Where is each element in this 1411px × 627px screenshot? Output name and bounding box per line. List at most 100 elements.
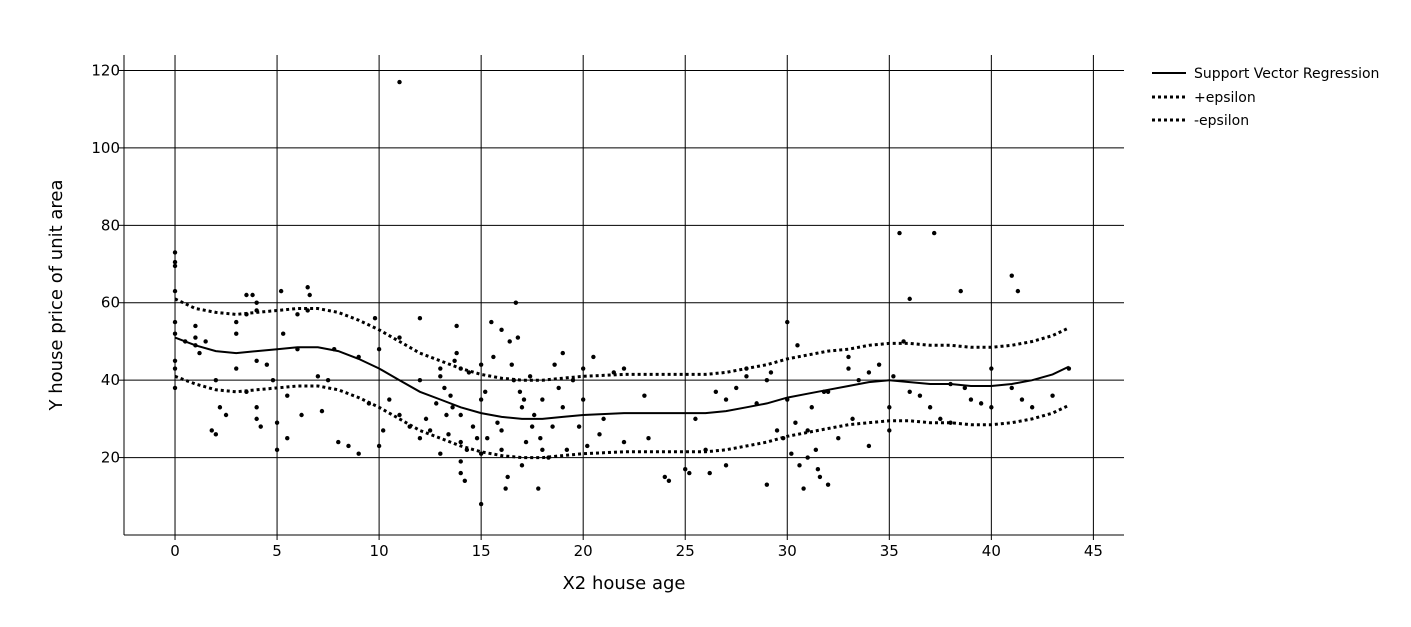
data-point [734,385,739,391]
data-point [540,397,545,402]
data-point [666,478,672,484]
data-point [866,443,872,449]
y-axis-title: Y house price of unit area [46,179,67,411]
legend-item-svr[interactable]: Support Vector Regression [1152,66,1379,82]
data-point [642,393,647,398]
data-point [764,482,770,487]
data-point [1050,393,1055,398]
data-point [876,362,882,367]
y-tick-label: 80 [101,216,120,234]
data-point [280,331,286,336]
data-point [938,416,943,422]
data-point [485,436,490,441]
data-point [1029,405,1035,410]
data-point [356,451,361,456]
data-point [446,432,451,437]
data-point [376,443,382,449]
data-point [795,343,800,348]
data-point [172,259,178,265]
data-point [423,416,429,422]
data-point [478,451,484,456]
data-point [560,405,565,410]
y-tick-label: 120 [91,61,120,79]
data-point [172,385,178,391]
data-point [458,412,463,418]
data-point [319,408,325,414]
data-point [250,292,255,298]
data-point [254,416,259,422]
data-point [299,412,304,418]
data-point [585,443,590,449]
data-point [846,354,851,360]
data-point [450,405,455,410]
axes [123,55,1124,536]
data-point [213,432,219,437]
data-point [427,428,433,433]
grid-lines [119,55,1124,540]
data-point [478,362,484,367]
data-point [887,405,892,410]
x-tick-label: 10 [370,542,389,560]
data-point [580,397,586,402]
x-tick-label: 40 [982,542,1001,560]
data-point [793,420,798,425]
data-point [434,401,439,406]
data-point [570,377,576,383]
data-point [962,385,968,391]
data-point [519,405,525,410]
data-point [978,401,984,406]
data-point [454,323,459,329]
data-point [197,350,202,356]
data-point [901,339,906,344]
data-point [325,377,331,383]
data-point [458,439,463,445]
data-point [509,362,514,367]
data-point [172,288,178,294]
data-point [264,362,270,367]
data-point [203,339,208,344]
data-point [662,474,668,480]
data-point [560,350,565,356]
data-point [817,474,823,480]
data-point [907,389,912,394]
data-point [495,420,500,425]
x-tick-labels: 0 5 10 15 20 25 30 35 40 45 [170,542,1103,560]
data-point [521,397,527,402]
data-point [591,354,596,360]
data-point [789,451,794,456]
data-point [258,424,263,429]
legend-label-svr: Support Vector Regression [1194,66,1379,82]
data-point [193,335,198,340]
data-point [1009,273,1014,278]
data-point [172,366,178,371]
data-point [564,447,570,453]
regression-lines [174,297,1070,460]
data-point [536,486,541,491]
data-point [454,350,459,356]
data-point [466,370,472,375]
y-tick-label: 20 [101,449,120,467]
legend-item-minus-epsilon[interactable]: -epsilon [1152,113,1249,129]
data-point [234,331,239,336]
data-point [540,447,545,453]
data-point [417,377,423,383]
data-point [519,463,525,468]
legend-label-plus-epsilon: +epsilon [1194,90,1256,106]
data-point [825,482,831,487]
data-point [244,292,249,298]
x-tick-label: 5 [272,542,282,560]
data-point [315,374,321,379]
data-point [907,296,912,302]
data-point [723,397,729,402]
data-point [517,389,523,394]
data-point [274,447,280,453]
data-point [372,316,378,321]
data-point [380,428,386,433]
legend-item-plus-epsilon[interactable]: +epsilon [1152,90,1256,106]
data-point [1015,288,1021,294]
data-point [897,230,902,236]
data-point [523,439,529,445]
data-point [917,393,923,398]
data-point [785,319,790,325]
data-point [278,288,284,294]
